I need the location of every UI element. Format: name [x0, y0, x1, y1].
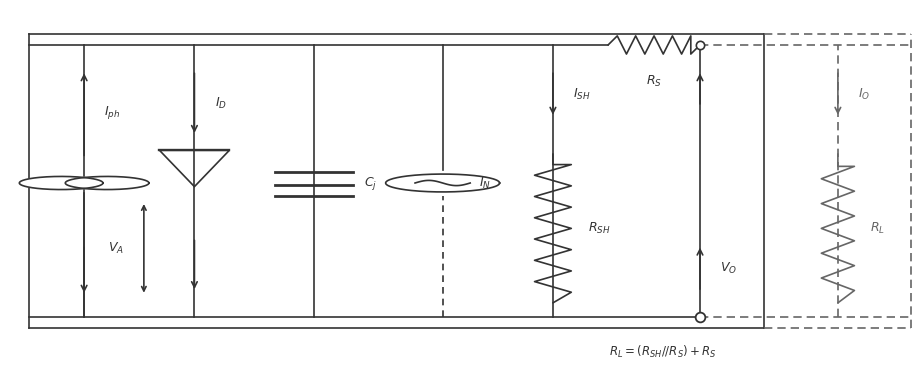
- Text: $I_{ph}$: $I_{ph}$: [104, 104, 121, 121]
- Text: $I_N$: $I_N$: [479, 175, 491, 191]
- Polygon shape: [65, 176, 149, 190]
- Polygon shape: [385, 174, 500, 192]
- Text: $R_S$: $R_S$: [646, 74, 662, 89]
- Text: $C_j$: $C_j$: [364, 175, 378, 191]
- Text: $I_{SH}$: $I_{SH}$: [573, 86, 591, 101]
- Text: $V_O$: $V_O$: [720, 261, 738, 276]
- Text: $R_L$: $R_L$: [870, 221, 885, 236]
- Text: $I_D$: $I_D$: [215, 96, 227, 111]
- Text: $R_L = (R_{SH}//R_S) + R_S$: $R_L = (R_{SH}//R_S) + R_S$: [609, 344, 717, 360]
- Text: $V_A$: $V_A$: [108, 241, 124, 256]
- Polygon shape: [19, 176, 103, 190]
- Text: $R_{SH}$: $R_{SH}$: [588, 221, 610, 236]
- Text: $I_O$: $I_O$: [858, 86, 870, 101]
